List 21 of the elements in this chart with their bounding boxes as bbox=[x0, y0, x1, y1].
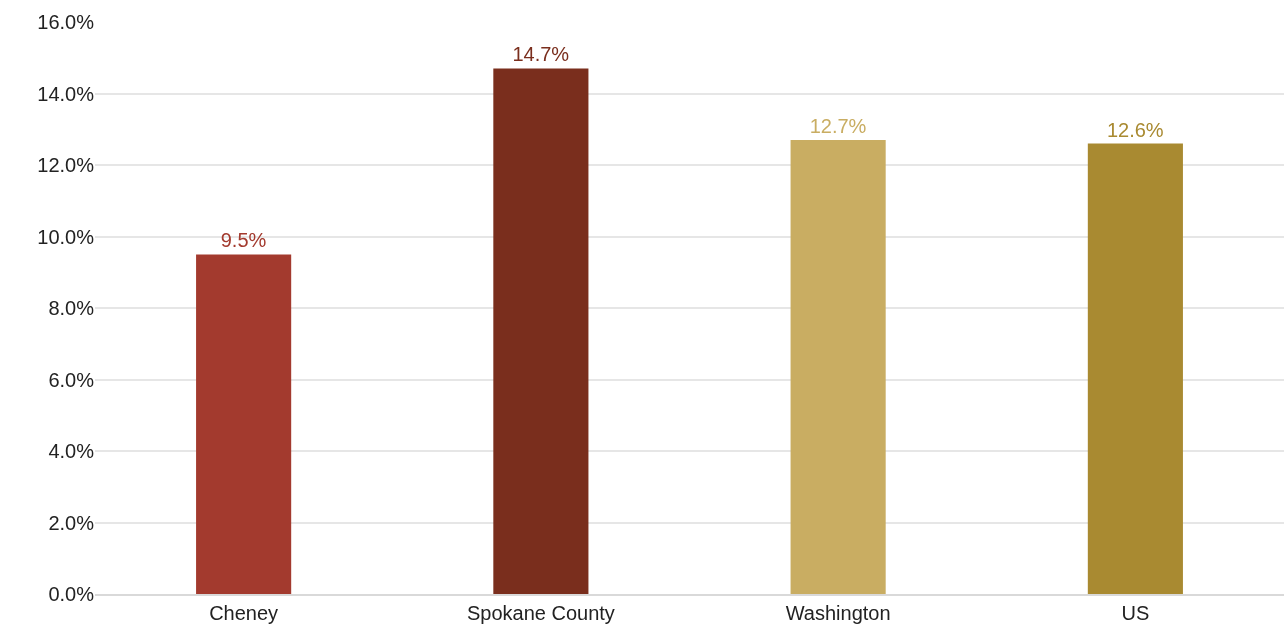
y-tick-label: 16.0% bbox=[37, 11, 95, 33]
x-tick-label: Washington bbox=[785, 601, 891, 624]
bar bbox=[493, 68, 589, 594]
data-label: 12.7% bbox=[809, 114, 867, 137]
y-tick-label: 12.0% bbox=[37, 154, 95, 176]
y-tick-label: 2.0% bbox=[48, 511, 95, 534]
y-tick-label: 6.0% bbox=[48, 368, 95, 391]
data-label: 9.5% bbox=[220, 229, 267, 252]
bar bbox=[790, 139, 886, 594]
y-tick-label: 14.0% bbox=[37, 82, 95, 105]
x-tick-label: Spokane County bbox=[466, 601, 615, 624]
data-label: 12.6% bbox=[1106, 118, 1164, 141]
bar bbox=[1087, 143, 1183, 594]
x-tick-label: US bbox=[1121, 601, 1150, 624]
y-tick-label: 4.0% bbox=[48, 440, 95, 462]
y-tick-label: 8.0% bbox=[48, 297, 95, 319]
data-label: 14.7% bbox=[512, 43, 570, 66]
y-tick-label: 10.0% bbox=[37, 225, 95, 248]
bar bbox=[196, 254, 292, 594]
x-tick-label: Cheney bbox=[209, 601, 279, 624]
y-tick-label: 0.0% bbox=[48, 583, 95, 605]
